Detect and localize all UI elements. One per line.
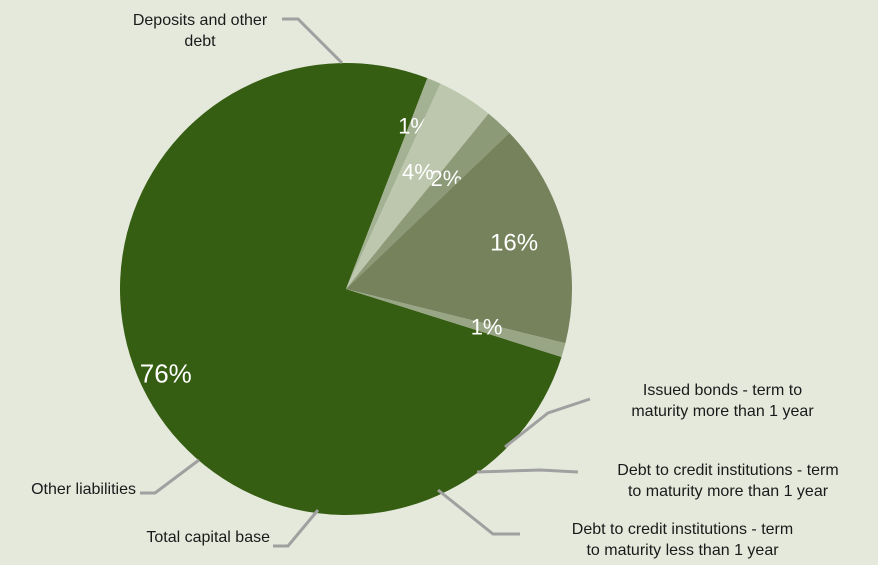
leader-line-4: [273, 509, 320, 548]
callout-capital-line1: Total capital base: [146, 529, 270, 546]
callout-credit-long-line2: to maturity more than 1 year: [627, 483, 829, 500]
pie-slice-5: [346, 289, 566, 357]
callout-capital: Total capital base: [100, 527, 270, 548]
callout-other-line1: Other liabilities: [31, 481, 136, 498]
pie-slice-1: [346, 78, 441, 290]
pie-slice-2: [346, 83, 489, 290]
leader-line-3: [437, 488, 520, 536]
callout-deposits-line2: debt: [184, 33, 216, 50]
pie-slice-4: [346, 132, 572, 344]
leader-line-5: [140, 458, 200, 495]
callout-other: Other liabilities: [0, 479, 136, 500]
callout-credit-long: Debt to credit institutions - term to ma…: [588, 460, 868, 502]
callout-bonds-line1: Issued bonds - term to: [642, 382, 803, 399]
callout-credit-short-line2: to maturity less than 1 year: [586, 542, 779, 559]
callout-credit-long-line1: Debt to credit institutions - term: [617, 462, 839, 479]
callout-bonds: Issued bonds - term to maturity more tha…: [600, 380, 845, 422]
pie-slice-0: [120, 62, 562, 515]
callout-credit-short-line1: Debt to credit institutions - term: [571, 521, 794, 538]
pie-slice-label-0: 76%: [140, 359, 192, 389]
callout-deposits: Deposits and other debt: [105, 10, 295, 52]
pie-slice-label-5: 1%: [471, 314, 503, 339]
leader-line-0: [282, 17, 344, 65]
pie-slice-label-2: 4%: [402, 159, 434, 184]
callout-deposits-line1: Deposits and other: [132, 12, 268, 29]
callout-bonds-line2: maturity more than 1 year: [631, 403, 814, 420]
pie-slice-3: [346, 113, 510, 289]
leader-line-1: [504, 397, 591, 449]
pie-slice-label-4: 16%: [490, 230, 538, 257]
callout-credit-short: Debt to credit institutions - term to ma…: [530, 519, 835, 561]
leader-line-2: [476, 468, 579, 474]
